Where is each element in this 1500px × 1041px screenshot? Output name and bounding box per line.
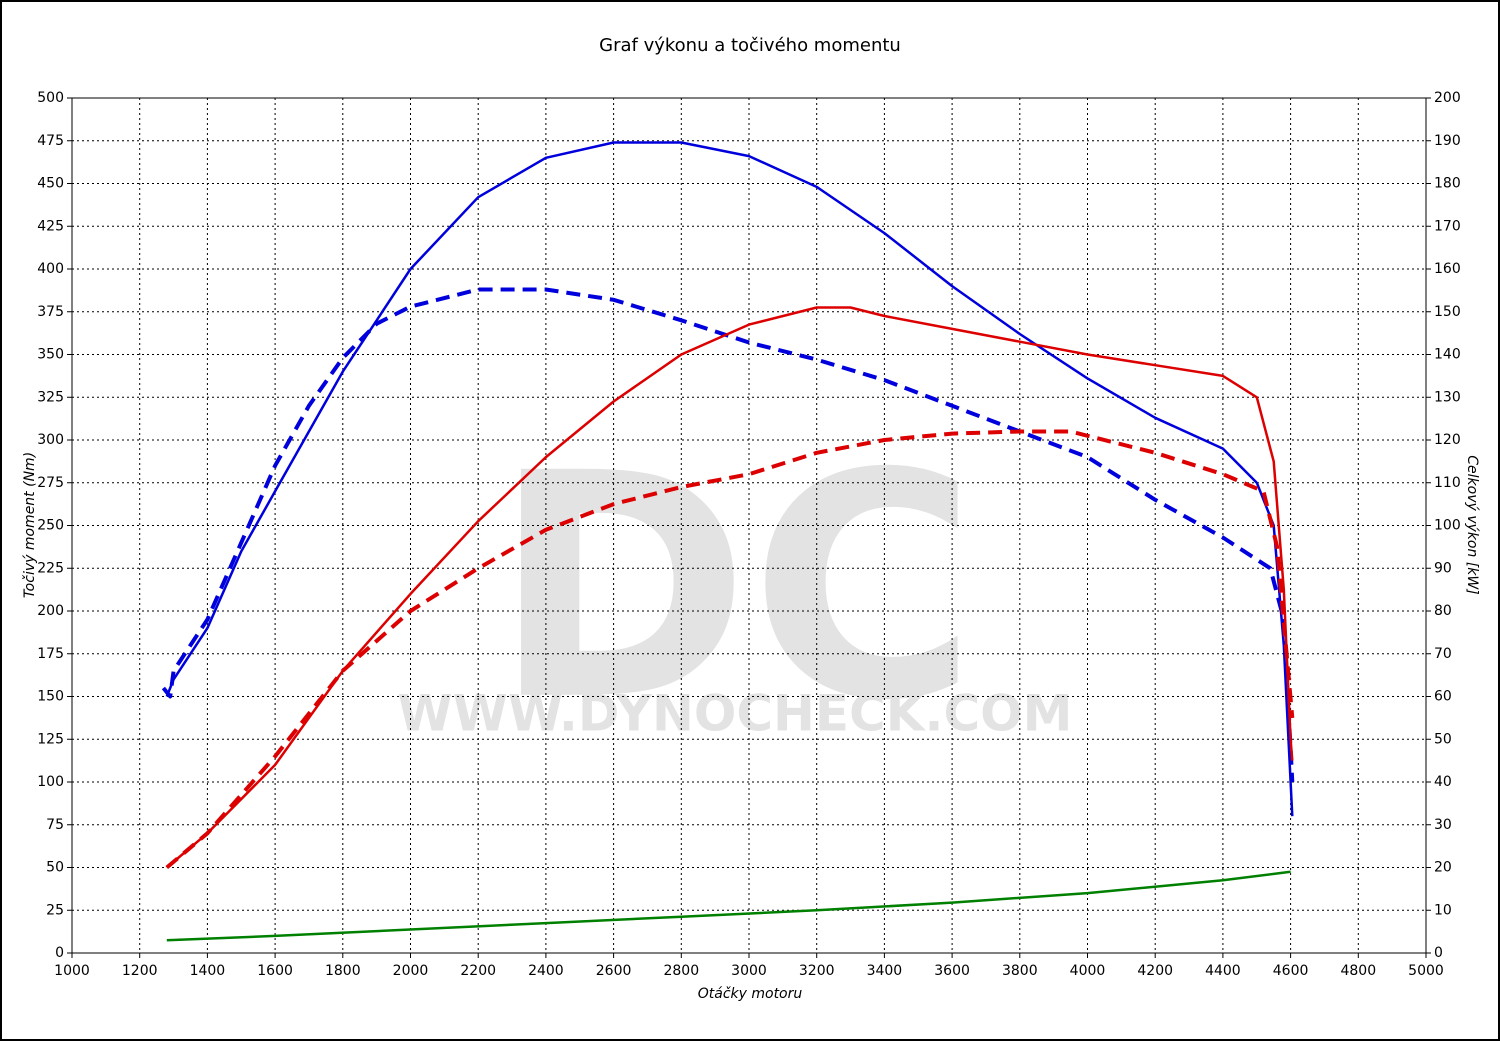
x-tick-label: 3200 xyxy=(799,963,835,979)
x-tick-label: 5000 xyxy=(1408,963,1444,979)
y-tick-label: 75 xyxy=(46,817,64,833)
y-tick-label: 500 xyxy=(37,90,64,106)
y2-tick-label: 60 xyxy=(1434,689,1452,705)
x-tick-label: 4800 xyxy=(1340,963,1376,979)
y2-tick-label: 180 xyxy=(1434,176,1461,192)
y-tick-label: 150 xyxy=(37,689,64,705)
x-tick-label: 1400 xyxy=(190,963,226,979)
line-series xyxy=(165,306,1294,869)
y2-tick-label: 130 xyxy=(1434,389,1461,405)
x-axis-label: Otáčky motoru xyxy=(698,986,803,1002)
x-tick-label: 4200 xyxy=(1137,963,1173,979)
y-tick-label: 425 xyxy=(37,218,64,234)
line-series xyxy=(165,141,1294,817)
x-tick-label: 4400 xyxy=(1205,963,1241,979)
y2-tick-label: 150 xyxy=(1434,304,1461,320)
y2-tick-label: 20 xyxy=(1434,860,1452,876)
y2-tick-label: 100 xyxy=(1434,518,1461,534)
y-tick-label: 350 xyxy=(37,347,64,363)
y-tick-label: 475 xyxy=(37,133,64,149)
y-tick-label: 250 xyxy=(37,518,64,534)
x-tick-label: 1600 xyxy=(257,963,293,979)
watermark-url: WWW.DYNOCHECK.COM xyxy=(398,685,1073,743)
x-tick-label: 1800 xyxy=(325,963,361,979)
y2-tick-label: 200 xyxy=(1434,90,1461,106)
x-tick-label: 3000 xyxy=(731,963,767,979)
x-tick-label: 2200 xyxy=(460,963,496,979)
y2-tick-label: 110 xyxy=(1434,475,1461,491)
line-series xyxy=(166,870,1291,942)
y-tick-label: 375 xyxy=(37,304,64,320)
line-series xyxy=(165,429,1295,870)
y-tick-label: 175 xyxy=(37,646,64,662)
x-tick-label: 2000 xyxy=(393,963,429,979)
y2-tick-label: 80 xyxy=(1434,603,1452,619)
x-tick-label: 3600 xyxy=(934,963,970,979)
y2-tick-label: 40 xyxy=(1434,774,1452,790)
y-tick-label: 400 xyxy=(37,261,64,277)
y-tick-label: 300 xyxy=(37,432,64,448)
x-tick-label: 2800 xyxy=(663,963,699,979)
x-tick-label: 4000 xyxy=(1070,963,1106,979)
x-tick-label: 2400 xyxy=(528,963,564,979)
y2-tick-label: 70 xyxy=(1434,646,1452,662)
chart-title: Graf výkonu a točivého momentu xyxy=(599,35,901,56)
x-tick-label: 1200 xyxy=(122,963,158,979)
y-tick-label: 275 xyxy=(37,475,64,491)
x-tick-label: 3800 xyxy=(1002,963,1038,979)
y-tick-label: 100 xyxy=(37,774,64,790)
y-tick-label: 125 xyxy=(37,731,64,747)
y2-tick-label: 90 xyxy=(1434,560,1452,576)
watermark-logo: DC xyxy=(493,408,978,769)
y2-tick-label: 10 xyxy=(1434,902,1452,918)
y2-tick-label: 120 xyxy=(1434,432,1461,448)
y2-tick-label: 160 xyxy=(1434,261,1461,277)
x-tick-label: 4600 xyxy=(1273,963,1309,979)
y2-tick-label: 30 xyxy=(1434,817,1452,833)
y-tick-label: 450 xyxy=(37,176,64,192)
line-series xyxy=(161,287,1295,783)
x-tick-label: 3400 xyxy=(867,963,903,979)
y-tick-label: 325 xyxy=(37,389,64,405)
y-tick-label: 225 xyxy=(37,560,64,576)
y2-tick-label: 0 xyxy=(1434,945,1443,961)
y-axis-label: Točivý moment (Nm) xyxy=(22,452,38,598)
y2-tick-label: 170 xyxy=(1434,218,1461,234)
y2-axis-label: Celkový výkon [kW] xyxy=(1464,455,1480,594)
y-tick-label: 0 xyxy=(55,945,64,961)
y2-tick-label: 190 xyxy=(1434,133,1461,149)
x-tick-label: 1000 xyxy=(54,963,90,979)
y-tick-label: 25 xyxy=(46,902,64,918)
plot-frame xyxy=(71,97,1427,954)
y2-tick-label: 50 xyxy=(1434,731,1452,747)
y2-tick-label: 140 xyxy=(1434,347,1461,363)
y-tick-label: 50 xyxy=(46,860,64,876)
x-tick-label: 2600 xyxy=(596,963,632,979)
y-tick-label: 200 xyxy=(37,603,64,619)
